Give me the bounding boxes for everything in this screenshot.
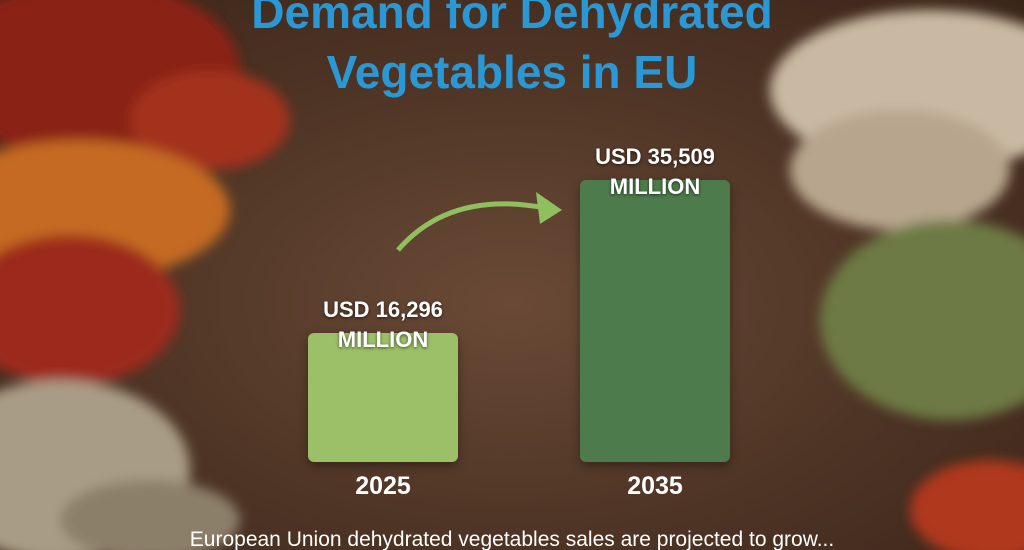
arrow-head [536,192,562,224]
value-label: USD 16,296 MILLION [323,296,443,352]
x-tick-label: 2035 [627,472,683,500]
value-label: USD 35,509 MILLION [595,144,715,199]
x-tick-label: 2025 [355,472,411,500]
caption: European Union dehydrated vegetables sal… [189,528,835,550]
chart-title: Demand for Dehydrated Vegetables in EU [251,0,773,98]
growth-arrow [396,201,546,252]
bar [580,180,730,462]
bar [308,332,458,462]
